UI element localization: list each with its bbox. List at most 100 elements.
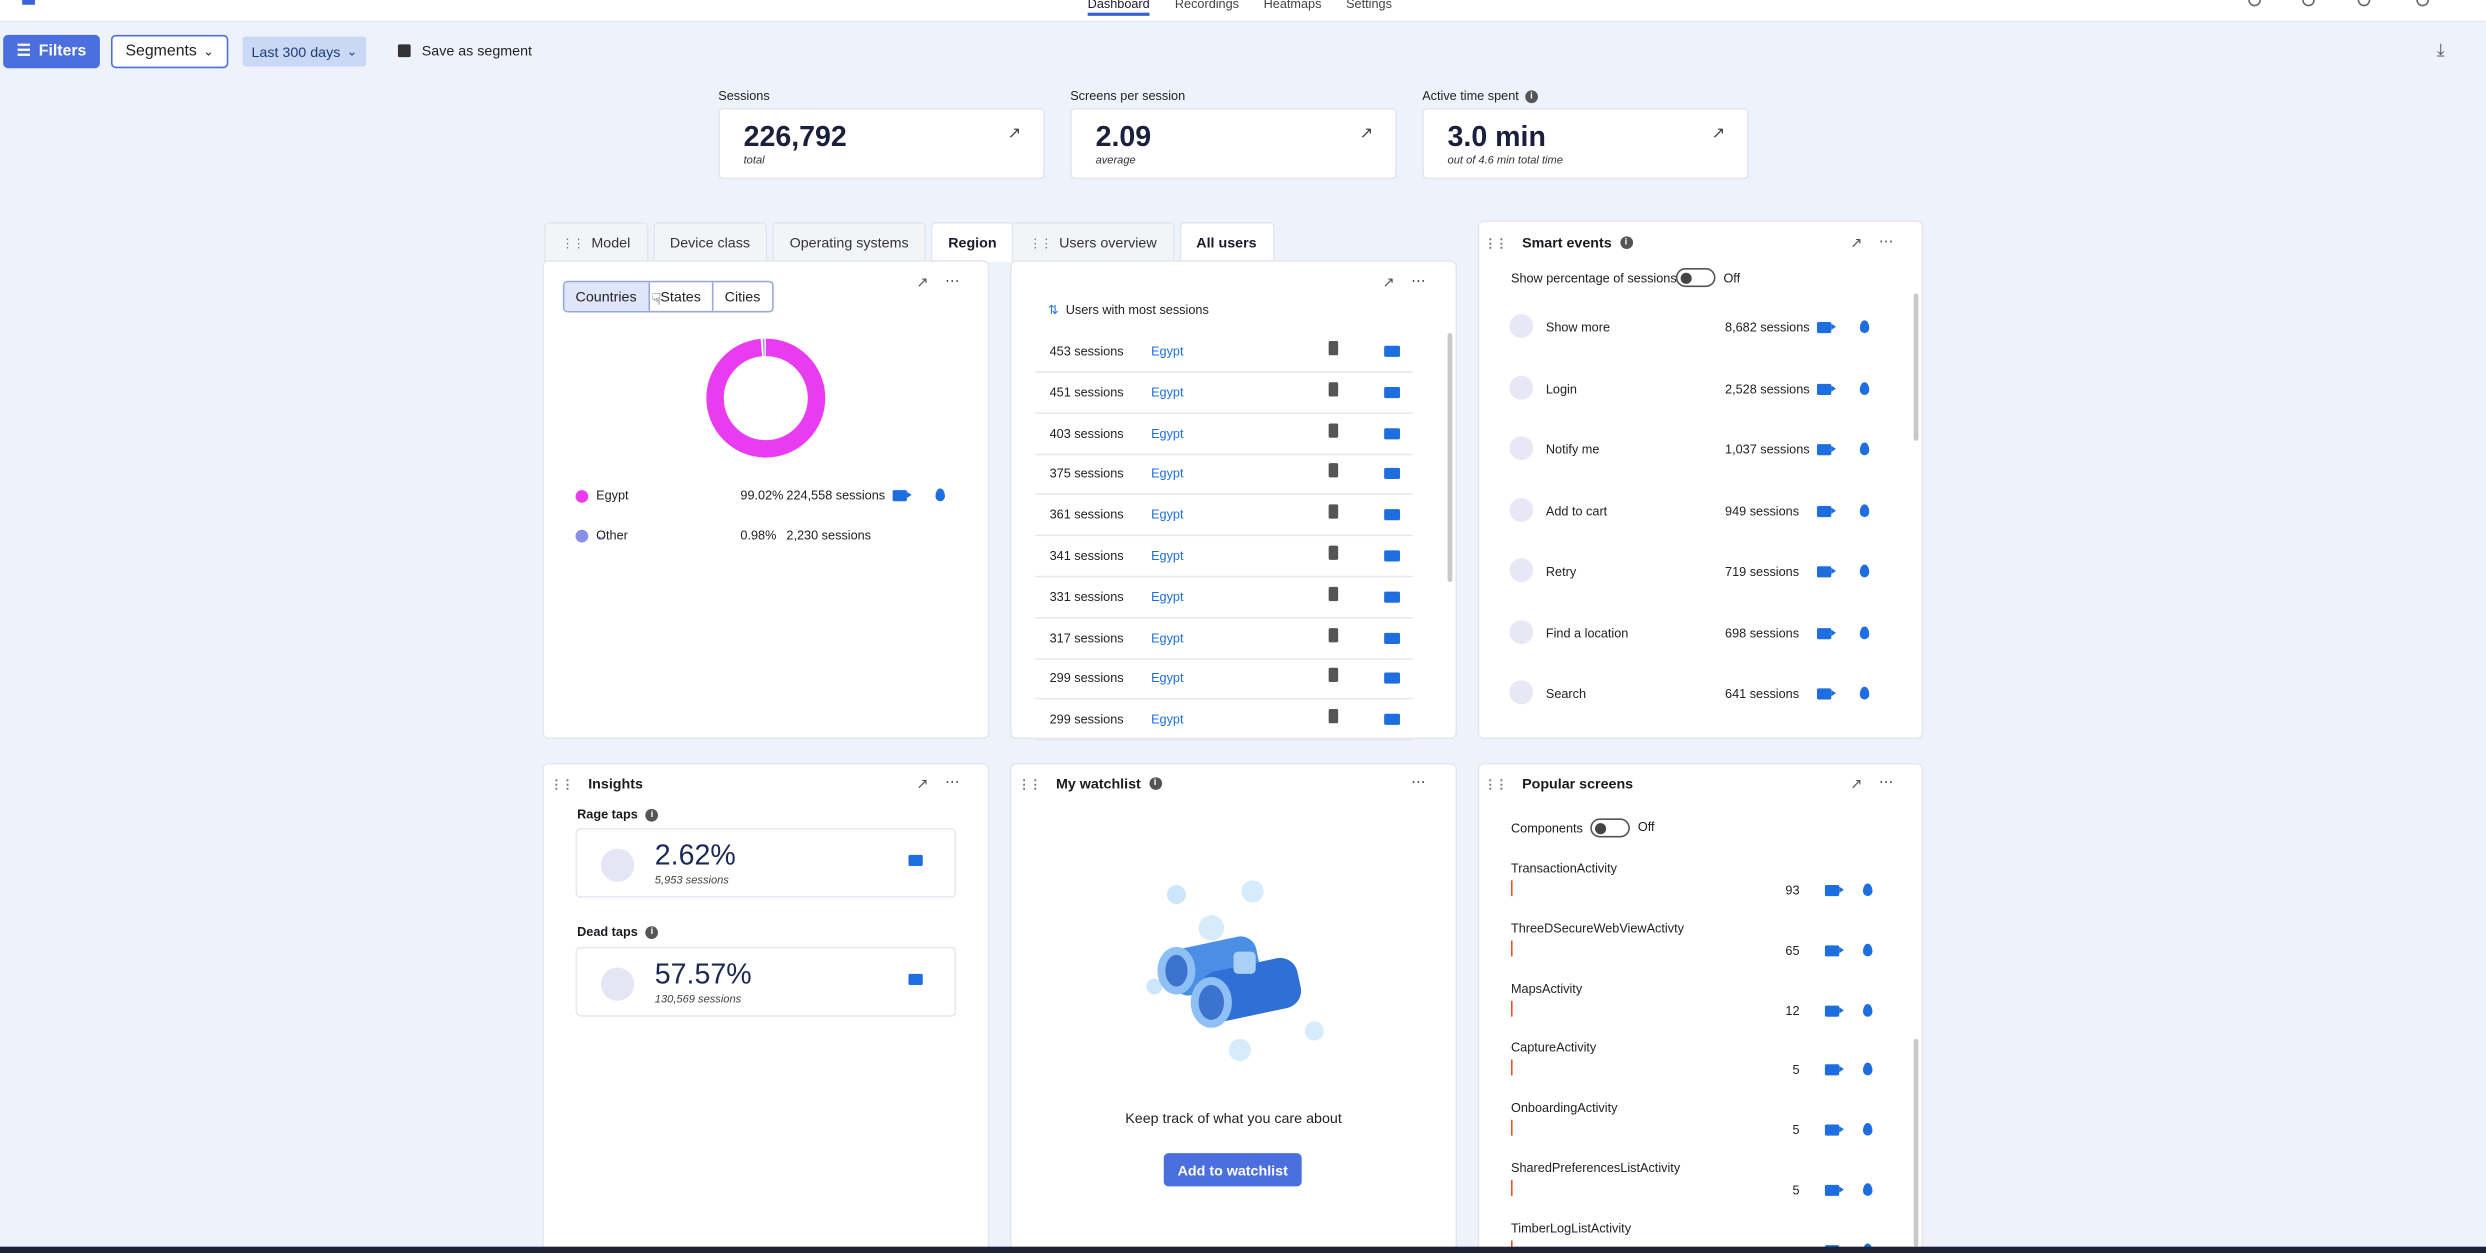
recording-icon[interactable] bbox=[1824, 1004, 1844, 1017]
recording-icon[interactable] bbox=[908, 973, 923, 985]
recording-icon[interactable] bbox=[1816, 444, 1837, 456]
dead-taps-card[interactable]: 57.57% 130,569 sessions bbox=[575, 946, 957, 1017]
recording-icon[interactable] bbox=[1816, 383, 1837, 395]
recording-icon[interactable] bbox=[1824, 944, 1844, 957]
rage-taps-card[interactable]: 2.62% 5,953 sessions bbox=[575, 827, 957, 898]
apps-icon[interactable] bbox=[2357, 0, 2371, 7]
chart-icon[interactable]: ↗ bbox=[1850, 234, 1863, 251]
heatmap-icon[interactable] bbox=[1862, 883, 1873, 897]
more-options-icon[interactable]: ⋯ bbox=[1878, 233, 1894, 250]
user-profile-icon[interactable] bbox=[1384, 632, 1400, 644]
help-icon[interactable] bbox=[2302, 0, 2315, 7]
user-row[interactable]: 375 sessions Egypt bbox=[1035, 454, 1413, 496]
tab-users-overview[interactable]: ⋮⋮ Users overview bbox=[1011, 222, 1175, 262]
sort-users-button[interactable]: ⇅ Users with most sessions bbox=[1048, 302, 1209, 318]
user-profile-icon[interactable] bbox=[1384, 427, 1400, 439]
recording-icon[interactable] bbox=[1824, 1124, 1844, 1136]
tab-region[interactable]: Region bbox=[930, 222, 1015, 262]
segments-dropdown[interactable]: Segments ⌄ bbox=[110, 34, 229, 69]
user-profile-icon[interactable] bbox=[1384, 591, 1400, 603]
donut-slice-egypt[interactable] bbox=[706, 338, 826, 458]
smart-event-row[interactable]: Notify me 1,037 sessions bbox=[1503, 425, 1891, 485]
more-options-icon[interactable]: ⋯ bbox=[1411, 774, 1426, 790]
heatmap-icon[interactable] bbox=[1862, 943, 1873, 957]
heatmap-icon[interactable] bbox=[1862, 1123, 1873, 1136]
tab-model[interactable]: ⋮⋮ Model bbox=[543, 222, 648, 262]
recording-icon[interactable] bbox=[1816, 566, 1837, 578]
info-icon[interactable]: i bbox=[645, 808, 659, 821]
more-options-icon[interactable]: ⋯ bbox=[1878, 774, 1894, 790]
heatmap-icon[interactable] bbox=[1859, 503, 1870, 517]
smart-event-row[interactable]: Show more 8,682 sessions bbox=[1503, 303, 1891, 363]
chart-icon[interactable]: ↗ bbox=[1382, 274, 1395, 291]
date-range-dropdown[interactable]: Last 300 days ⌄ bbox=[242, 36, 367, 67]
drag-handle-icon[interactable]: ⋮⋮ bbox=[1028, 235, 1053, 250]
drag-handle-icon[interactable]: ⋮⋮ bbox=[1484, 776, 1508, 791]
popular-screen-row[interactable]: ThreeDSecureWebViewActivty 65 bbox=[1510, 921, 1879, 981]
heatmap-icon[interactable] bbox=[1859, 442, 1870, 456]
nav-tab-recordings[interactable]: Recordings bbox=[1174, 0, 1240, 12]
user-profile-icon[interactable] bbox=[1384, 386, 1400, 398]
drag-handle-icon[interactable]: ⋮⋮ bbox=[561, 235, 585, 250]
user-profile-icon[interactable] bbox=[1384, 345, 1400, 357]
heatmap-icon[interactable] bbox=[1862, 1063, 1873, 1076]
add-to-watchlist-button[interactable]: Add to watchlist bbox=[1163, 1153, 1302, 1187]
segment-cities[interactable]: Cities bbox=[724, 288, 761, 305]
drag-handle-icon[interactable]: ⋮⋮ bbox=[1484, 235, 1508, 250]
smart-event-row[interactable]: Login 2,528 sessions bbox=[1503, 364, 1891, 424]
recording-icon[interactable] bbox=[1824, 885, 1844, 897]
more-options-icon[interactable]: ⋯ bbox=[944, 774, 960, 790]
popular-screens-scrollbar[interactable] bbox=[1913, 1038, 1919, 1247]
save-as-segment-button[interactable]: Save as segment bbox=[397, 38, 532, 63]
info-icon[interactable]: i bbox=[1525, 89, 1538, 103]
more-options-icon[interactable]: ⋯ bbox=[1411, 272, 1426, 289]
chart-icon[interactable]: ↗ bbox=[916, 775, 929, 792]
heatmap-icon[interactable] bbox=[1859, 320, 1870, 334]
recording-icon[interactable] bbox=[1824, 1184, 1844, 1196]
chart-icon[interactable]: ↗ bbox=[1850, 775, 1863, 792]
segment-countries[interactable]: Countries bbox=[564, 282, 650, 311]
components-toggle[interactable] bbox=[1590, 818, 1630, 838]
user-row[interactable]: 453 sessions Egypt bbox=[1035, 331, 1413, 373]
info-icon[interactable]: i bbox=[645, 925, 659, 939]
popular-screen-row[interactable]: SharedPreferencesListActivity 5 bbox=[1510, 1161, 1879, 1221]
info-icon[interactable]: i bbox=[1148, 777, 1162, 790]
nav-tab-settings[interactable]: Settings bbox=[1346, 0, 1392, 12]
user-profile-icon[interactable] bbox=[1384, 550, 1400, 562]
chart-icon[interactable]: ↗ bbox=[1359, 125, 1374, 143]
download-icon[interactable]: ⤓ bbox=[2436, 41, 2445, 61]
tab-device-class[interactable]: Device class bbox=[652, 222, 768, 262]
heatmap-icon[interactable] bbox=[1859, 625, 1870, 639]
user-row[interactable]: 361 sessions Egypt bbox=[1035, 495, 1413, 537]
recording-icon[interactable] bbox=[1824, 1064, 1844, 1076]
recording-icon[interactable] bbox=[1816, 688, 1837, 700]
nav-tab-dashboard[interactable]: Dashboard bbox=[1087, 0, 1150, 16]
segment-states[interactable]: States bbox=[649, 282, 714, 311]
more-options-icon[interactable]: ⋯ bbox=[944, 272, 960, 289]
user-row[interactable]: 451 sessions Egypt bbox=[1035, 372, 1413, 414]
tab-operating-systems[interactable]: Operating systems bbox=[772, 222, 927, 262]
user-row[interactable]: 299 sessions Egypt bbox=[1035, 700, 1413, 742]
user-profile-icon[interactable] bbox=[1384, 673, 1400, 685]
user-row[interactable]: 331 sessions Egypt bbox=[1035, 577, 1413, 619]
smart-event-row[interactable]: Add to cart 949 sessions bbox=[1503, 486, 1891, 546]
notification-icon[interactable] bbox=[2248, 0, 2261, 7]
popular-screen-row[interactable]: CaptureActivity 5 bbox=[1510, 1041, 1879, 1101]
popular-screen-row[interactable]: OnboardingActivity 5 bbox=[1510, 1101, 1879, 1161]
user-profile-icon[interactable] bbox=[1384, 468, 1400, 480]
user-profile-icon[interactable] bbox=[1384, 714, 1400, 726]
users-scrollbar[interactable] bbox=[1447, 333, 1453, 583]
smart-event-row[interactable]: Search 641 sessions bbox=[1503, 669, 1891, 729]
percentage-toggle[interactable] bbox=[1675, 268, 1716, 288]
account-icon[interactable] bbox=[2416, 0, 2429, 7]
user-row[interactable]: 317 sessions Egypt bbox=[1035, 618, 1413, 660]
smart-event-row[interactable]: Find a location 698 sessions bbox=[1503, 608, 1891, 668]
drag-handle-icon[interactable]: ⋮⋮ bbox=[550, 776, 574, 791]
user-row[interactable]: 299 sessions Egypt bbox=[1035, 659, 1413, 701]
recording-icon[interactable] bbox=[908, 854, 923, 867]
info-icon[interactable]: i bbox=[1619, 236, 1633, 250]
recording-icon[interactable] bbox=[892, 490, 912, 502]
heatmap-icon[interactable] bbox=[1862, 1183, 1873, 1196]
heatmap-icon[interactable] bbox=[1859, 564, 1870, 578]
user-row[interactable]: 341 sessions Egypt bbox=[1035, 536, 1413, 578]
